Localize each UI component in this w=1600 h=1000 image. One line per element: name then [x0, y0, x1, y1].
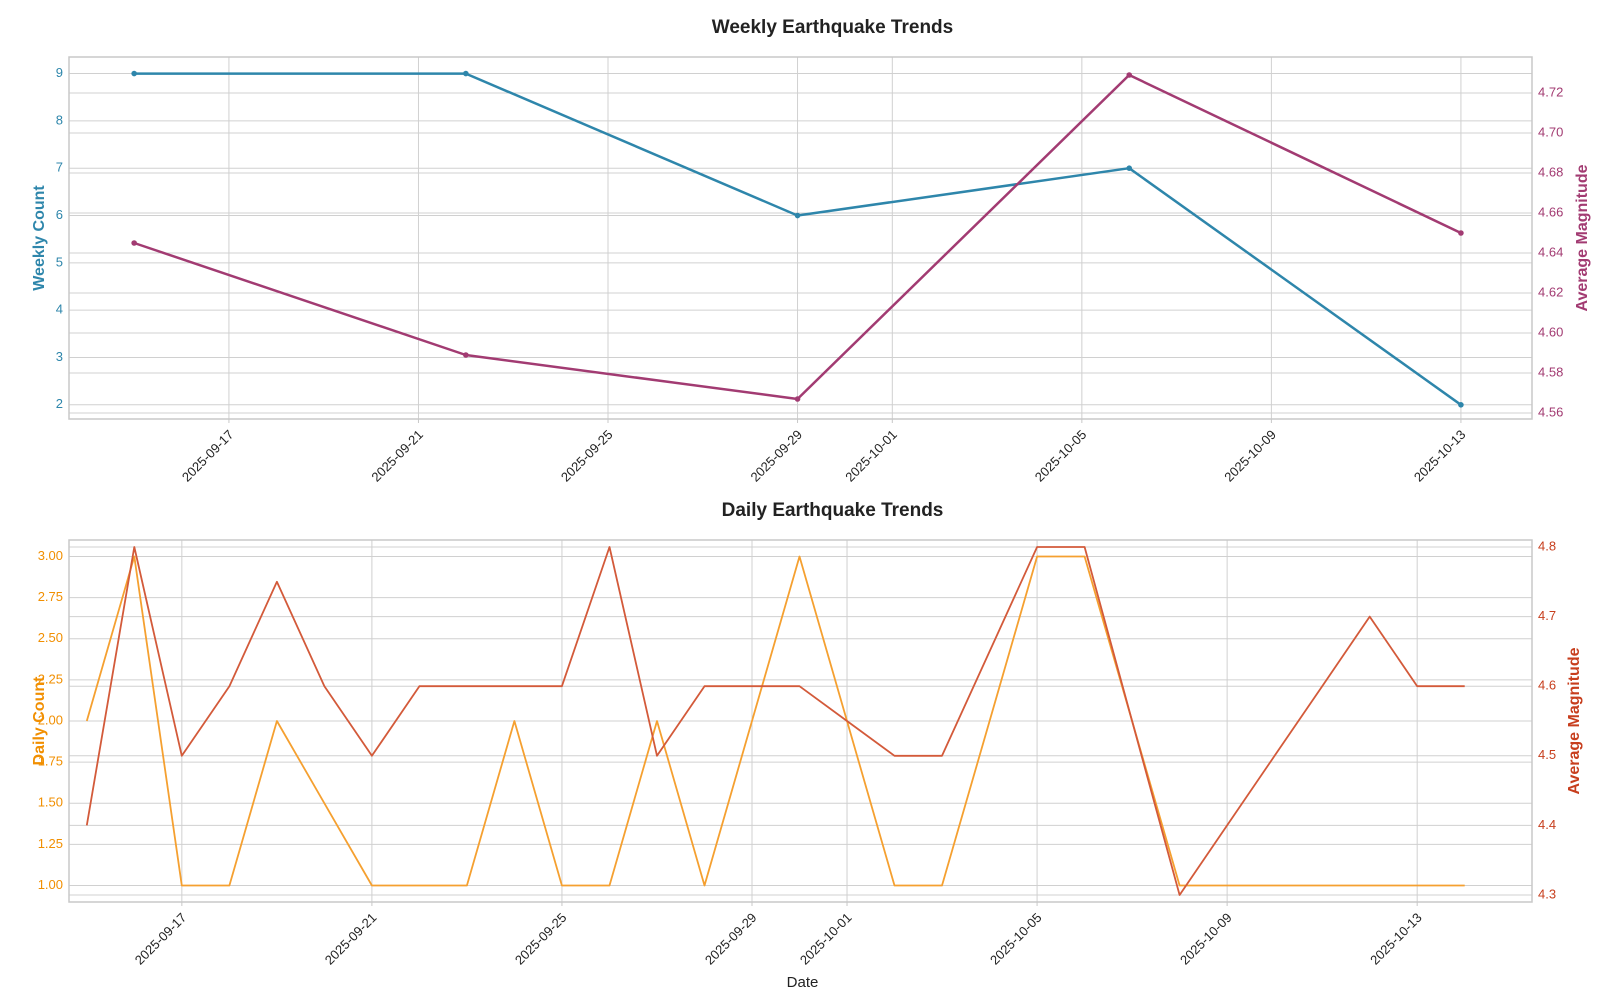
data-point-right	[1458, 230, 1464, 236]
y-tick-label-right: 4.70	[1538, 124, 1563, 139]
y-tick-label-right: 4.60	[1538, 324, 1563, 339]
x-tick-label: 2025-09-25	[512, 910, 570, 968]
y-tick-label-right: 4.4	[1538, 817, 1556, 832]
y-tick-label-right: 4.5	[1538, 747, 1556, 762]
x-tick-label: 2025-10-05	[1032, 427, 1090, 485]
y-tick-label-left: 3	[56, 349, 63, 364]
plot-frame	[68, 539, 1533, 903]
data-point-right	[463, 352, 469, 358]
y-tick-label-left: 1.25	[38, 836, 63, 851]
x-tick-label: 2025-10-01	[797, 910, 855, 968]
x-tick-label: 2025-10-13	[1411, 427, 1469, 485]
data-point-right	[131, 240, 137, 246]
y-tick-label-left: 1.75	[38, 754, 63, 769]
x-tick-label: 2025-10-01	[842, 427, 900, 485]
y-tick-label-right: 4.7	[1538, 608, 1556, 623]
y-tick-label-left: 7	[56, 160, 63, 175]
x-tick-label: 2025-09-17	[132, 910, 190, 968]
x-axis-label: Date	[787, 974, 819, 991]
y-tick-label-right: 4.72	[1538, 84, 1563, 99]
y-tick-label-right: 4.58	[1538, 364, 1563, 379]
chart-2: Daily Earthquake Trends 2025-09-17 2025-09…	[31, 500, 1583, 991]
data-point-left	[794, 212, 801, 219]
x-tick-label: 2025-09-21	[368, 427, 426, 485]
y-axis-label-left: Weekly Count	[31, 185, 48, 291]
x-tick-label: 2025-09-29	[747, 427, 805, 485]
y-tick-label-left: 9	[56, 65, 63, 80]
y-tick-label-right: 4.56	[1538, 404, 1563, 419]
series-line-left	[85, 555, 1465, 887]
y-tick-label-right: 4.68	[1538, 164, 1563, 179]
data-point-left	[1458, 402, 1464, 408]
y-tick-label-right: 4.3	[1538, 886, 1556, 901]
y-tick-label-right: 4.62	[1538, 284, 1563, 299]
y-tick-label-left: 2	[56, 396, 63, 411]
y-tick-label-left: 6	[56, 207, 63, 222]
y-tick-label-left: 4	[56, 302, 63, 317]
y-tick-label-right: 4.8	[1538, 538, 1556, 553]
x-tick-label: 2025-09-25	[558, 427, 616, 485]
y-axis-label-right: Average Magnitude	[1566, 647, 1583, 794]
x-tick-label: 2025-09-21	[322, 910, 380, 968]
y-axis-label-right: Average Magnitude	[1574, 164, 1591, 311]
data-point-right	[1126, 72, 1133, 78]
y-tick-label-left: 1.50	[38, 795, 63, 810]
y-tick-label-left: 3.00	[38, 548, 63, 563]
data-point-left	[131, 70, 137, 77]
data-point-right	[794, 396, 801, 402]
y-axis-label-left: Daily Count	[31, 676, 48, 766]
y-tick-label-right: 4.6	[1538, 678, 1556, 693]
y-tick-label-left: 2.75	[38, 589, 63, 604]
data-point-left	[1126, 165, 1133, 172]
data-point-left	[463, 70, 469, 77]
x-tick-label: 2025-10-05	[987, 910, 1045, 968]
chart-1: Weekly Earthquake Trends 2025-09-17 2025-0…	[31, 17, 1591, 485]
x-tick-label: 2025-09-29	[702, 910, 760, 968]
x-tick-label: 2025-10-13	[1367, 910, 1425, 968]
x-tick-label: 2025-10-09	[1177, 910, 1235, 968]
series-line-right	[85, 546, 1465, 896]
y-tick-label-left: 2.00	[38, 712, 63, 727]
x-tick-label: 2025-09-17	[179, 427, 237, 485]
y-tick-label-left: 5	[56, 254, 63, 269]
y-tick-label-right: 4.66	[1538, 204, 1563, 219]
y-tick-label-left: 8	[56, 112, 63, 127]
y-tick-label-left: 1.00	[38, 877, 63, 892]
chart-title: Daily Earthquake Trends	[722, 500, 944, 521]
x-tick-label: 2025-10-09	[1221, 427, 1279, 485]
y-tick-label-right: 4.64	[1538, 244, 1563, 259]
y-tick-label-left: 2.25	[38, 671, 63, 686]
y-tick-label-left: 2.50	[38, 630, 63, 645]
chart-title: Weekly Earthquake Trends	[712, 17, 953, 38]
plot-frame	[68, 56, 1533, 420]
